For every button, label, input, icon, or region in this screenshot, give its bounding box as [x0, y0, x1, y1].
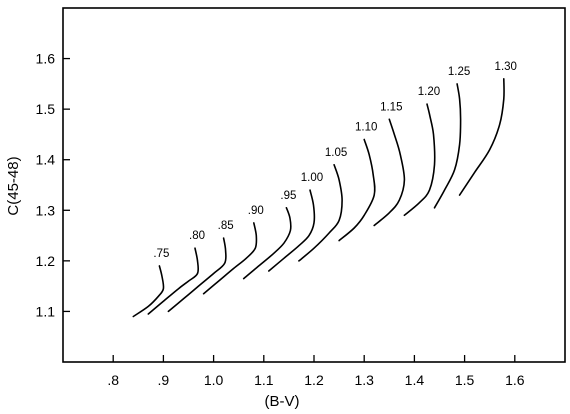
series-label: 1.00 [301, 172, 323, 184]
x-tick-label: 1.0 [204, 372, 224, 388]
series-line [167, 237, 227, 313]
x-tick-label: 1.5 [455, 372, 475, 388]
series-line [242, 207, 292, 280]
x-tick-label: 1.2 [304, 372, 324, 388]
x-axis-title: (B-V) [265, 393, 300, 410]
series-line [403, 103, 436, 217]
series-line [202, 222, 258, 295]
series-line [458, 78, 505, 196]
chart-series [132, 78, 505, 318]
x-tick-label: 1.3 [354, 372, 374, 388]
y-tick-label: 1.2 [36, 253, 56, 269]
series-line [373, 118, 406, 227]
series-line [147, 247, 200, 315]
y-tick-label: 1.6 [36, 51, 56, 67]
series-label: 1.25 [448, 66, 470, 78]
axis-ticks: .8 .9 1.0 1.1 1.2 1.3 1.4 1.5 1.6 1.1 1.2 1.3 1.4 1.5… [36, 51, 525, 388]
y-tick-label: 1.1 [36, 303, 56, 319]
y-tick-label: 1.4 [36, 152, 56, 168]
series-line [338, 138, 376, 242]
series-line [298, 164, 343, 262]
x-tick-label: 1.6 [505, 372, 525, 388]
plot-frame [62, 7, 566, 363]
series-label: .75 [153, 248, 169, 260]
series-line [132, 265, 165, 318]
x-tick-label: .9 [158, 372, 170, 388]
series-label: .80 [189, 230, 205, 242]
x-tick-label: 1.4 [405, 372, 425, 388]
x-tick-label: 1.1 [254, 372, 274, 388]
x-tick-label: .8 [107, 372, 119, 388]
series-label: .85 [218, 220, 234, 232]
series-label: .95 [280, 190, 296, 202]
series-label: 1.20 [418, 86, 440, 98]
series-label: 1.30 [495, 61, 517, 73]
y-tick-label: 1.5 [36, 101, 56, 117]
series-label: .90 [248, 205, 264, 217]
series-label: 1.15 [380, 101, 402, 113]
series-line [433, 83, 462, 209]
chart-labels: .75 .80 .85 .90 .95 1.00 1.05 1.101.15 1.20 1.25 1… [153, 61, 517, 260]
y-axis-title: C(45-48) [5, 156, 22, 215]
series-label: 1.05 [325, 147, 347, 159]
y-tick-label: 1.3 [36, 202, 56, 218]
series-line [268, 189, 316, 272]
series-label: 1.10 [355, 121, 377, 133]
